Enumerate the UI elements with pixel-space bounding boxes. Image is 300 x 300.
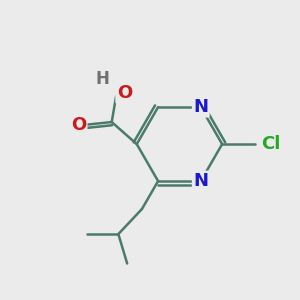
Text: N: N	[193, 172, 208, 190]
Text: N: N	[193, 98, 208, 116]
Text: H: H	[96, 70, 110, 88]
Text: O: O	[117, 84, 132, 102]
Text: O: O	[71, 116, 86, 134]
Text: Cl: Cl	[261, 135, 280, 153]
